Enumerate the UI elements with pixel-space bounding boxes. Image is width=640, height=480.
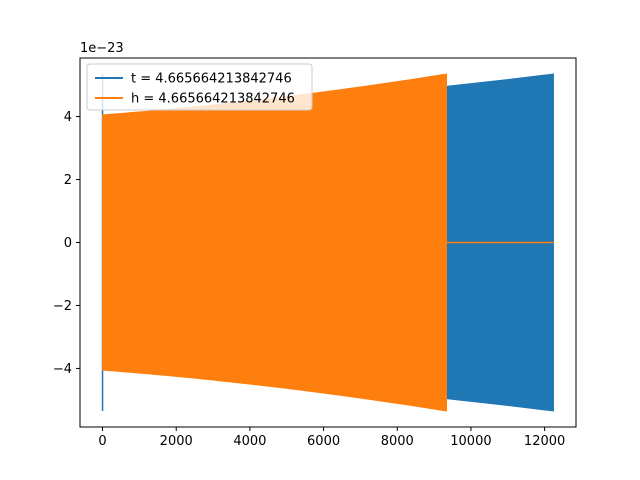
- y-axis: −4 −2 0 2 4: [53, 110, 80, 377]
- y-tick-label: 4: [64, 110, 72, 125]
- y-tick-label: −4: [53, 362, 72, 377]
- y-tick-label: 2: [64, 173, 72, 188]
- x-tick-label: 10000: [450, 434, 491, 449]
- x-tick-label: 6000: [307, 434, 340, 449]
- y-tick-label: 0: [64, 236, 72, 251]
- legend-label: h = 4.665664213842746: [131, 92, 295, 107]
- x-tick-label: 4000: [233, 434, 266, 449]
- y-offset-label: 1e−23: [80, 41, 124, 56]
- x-tick-label: 8000: [381, 434, 414, 449]
- legend: t = 4.665664213842746 h = 4.6656642138427…: [86, 63, 313, 111]
- y-tick-label: −2: [53, 299, 72, 314]
- plot-area: [101, 73, 554, 412]
- legend-label: t = 4.665664213842746: [131, 72, 292, 87]
- series-h-band: [102, 73, 447, 412]
- legend-box: [86, 63, 313, 111]
- x-tick-label: 12000: [524, 434, 565, 449]
- x-axis: 0 2000 4000 6000 8000 10000 12000: [98, 427, 565, 449]
- x-tick-label: 2000: [160, 434, 193, 449]
- x-tick-label: 0: [98, 434, 106, 449]
